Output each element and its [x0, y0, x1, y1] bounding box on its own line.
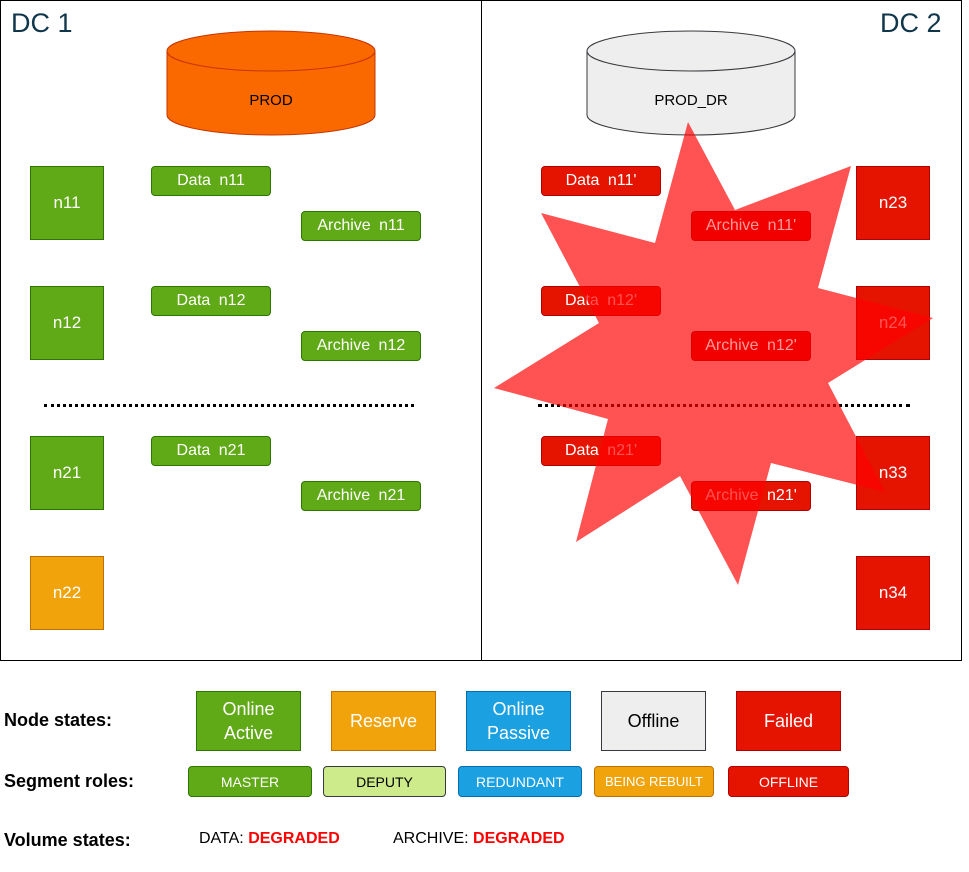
data-segment: Data n11 — [151, 166, 271, 196]
node-n23: n23 — [856, 166, 930, 240]
prod-volume-label: PROD — [249, 92, 293, 109]
node-n12: n12 — [30, 286, 104, 360]
data-segment: Data n12 — [151, 286, 271, 316]
node-n22: n22 — [30, 556, 104, 630]
database-icon — [166, 30, 376, 136]
dc1-title: DC 1 — [11, 8, 73, 38]
legend-offline: Offline — [601, 691, 706, 751]
archive-segment: Archive n12' — [691, 331, 811, 361]
archive-segment: Archive n11' — [691, 211, 811, 241]
legend-online-passive: Online Passive — [466, 691, 571, 751]
database-icon — [586, 30, 796, 136]
explosion-star-icon — [494, 122, 933, 585]
segment-roles-label: Segment roles: — [4, 771, 135, 791]
node-n21: n21 — [30, 436, 104, 510]
data-segment: Data n21 — [151, 436, 271, 466]
prod-volume-cylinder: PROD — [166, 30, 376, 136]
dc2-title: DC 2 — [880, 8, 942, 38]
archive-segment: Archive n12 — [301, 331, 421, 361]
legend-offline-role: OFFLINE — [728, 766, 849, 797]
prod-dr-volume-label: PROD_DR — [654, 92, 728, 109]
legend-redundant: REDUNDANT — [458, 766, 582, 797]
legend-deputy: DEPUTY — [323, 766, 446, 797]
legend-being-rebuilt: BEING REBUILT — [594, 766, 714, 797]
node-n34: n34 — [856, 556, 930, 630]
archive-segment: Archive n11 — [301, 211, 421, 241]
prod-dr-volume-cylinder: PROD_DR — [586, 30, 796, 136]
legend-reserve: Reserve — [331, 691, 436, 751]
dc-divider — [481, 0, 482, 661]
node-n11: n11 — [30, 166, 104, 240]
legend-master: MASTER — [188, 766, 312, 797]
data-volume-label: DATA: — [199, 830, 249, 847]
volume-states-label: Volume states: — [4, 830, 131, 850]
archive-segment: Archive n21 — [301, 481, 421, 511]
archive-volume-state: ARCHIVE: DEGRADED — [393, 830, 565, 848]
archive-degraded-badge: DEGRADED — [473, 830, 565, 847]
data-segment: Data n11' — [541, 166, 661, 196]
legend-failed: Failed — [736, 691, 841, 751]
ellipsis-dots — [44, 404, 414, 407]
data-volume-state: DATA: DEGRADED — [199, 830, 340, 848]
legend-online-active: Online Active — [196, 691, 301, 751]
data-degraded-badge: DEGRADED — [248, 830, 340, 847]
node-states-label: Node states: — [4, 710, 113, 730]
archive-volume-label: ARCHIVE: — [393, 830, 474, 847]
